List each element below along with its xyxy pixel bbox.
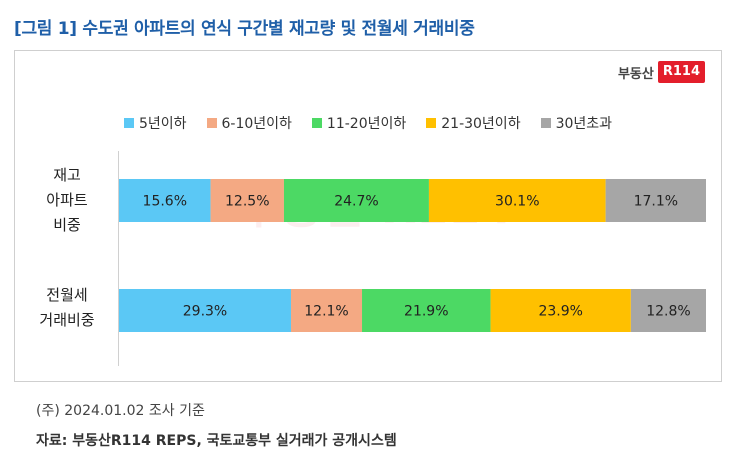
bar-segment [490,289,631,332]
category-label-stock: 재고 아파트 비중 [27,163,107,238]
bar-value-label: 12.8% [646,304,690,320]
legend-item: 5년이하 [123,113,187,133]
footnote: (주) 2024.01.02 조사 기준 [36,403,205,419]
bar-segment [630,289,706,332]
legend-label: 30년초과 [555,116,613,132]
logo-badge: R114 [657,61,705,83]
category-label-line: 거래비중 [39,311,95,329]
legend-item: 11-20년이하 [311,113,407,133]
bar-segment [119,179,211,222]
chart-panel: 부동산 R114 5년이하 6-10년이하 11-20년이하 21-30년이하 … [14,50,722,382]
bar-segment [210,179,284,222]
bar-segment [119,289,291,332]
legend-item: 6-10년이하 [206,113,292,133]
legend-item: 30년초과 [540,113,613,133]
legend-swatch [426,118,437,128]
category-label-rent: 전월세 거래비중 [27,283,107,333]
legend-label: 11-20년이하 [326,116,407,132]
category-label-line: 재고 [53,166,81,184]
category-label-line: 아파트 [46,191,88,209]
legend-item: 21-30년이하 [426,113,521,133]
legend-swatch [123,118,134,128]
bar-value-label: 29.3% [183,304,227,320]
bar-value-label: 24.7% [334,194,378,210]
chart-title: [그림 1] 수도권 아파트의 연식 구간별 재고량 및 전월세 거래비중 [14,19,475,39]
bar-segment [362,289,491,332]
brand-logo: 부동산 R114 [618,61,705,83]
bar-value-label: 12.1% [304,304,348,320]
legend-swatch [540,118,551,128]
bar-value-label: 21.9% [404,304,448,320]
bar-segment [283,179,429,222]
category-axis-line [118,151,119,366]
category-label-line: 비중 [53,216,81,234]
stacked-bar-plot: 15.6% 12.5% 24.7% 30.1% 17.1% 29.3% 12.1% 21.9%… [119,179,706,332]
bar-segment [428,179,606,222]
legend-label: 5년이하 [138,116,187,132]
bar-value-label: 30.1% [495,194,539,210]
bar-value-label: 15.6% [143,194,187,210]
bar-value-label: 23.9% [538,304,582,320]
chart-legend: 5년이하 6-10년이하 11-20년이하 21-30년이하 30년초과 [15,113,721,133]
legend-label: 21-30년이하 [441,116,521,132]
legend-label: 6-10년이하 [221,116,292,132]
bar-segment [290,289,363,332]
bar-value-label: 17.1% [634,194,678,210]
bar-value-label: 12.5% [225,194,269,210]
category-label-line: 전월세 [46,286,88,304]
bar-segment [605,179,706,222]
legend-swatch [311,118,322,128]
logo-text: 부동산 [617,66,654,82]
source-line: 자료: 부동산R114 REPS, 국토교통부 실거래가 공개시스템 [36,433,397,449]
legend-swatch [206,118,217,128]
